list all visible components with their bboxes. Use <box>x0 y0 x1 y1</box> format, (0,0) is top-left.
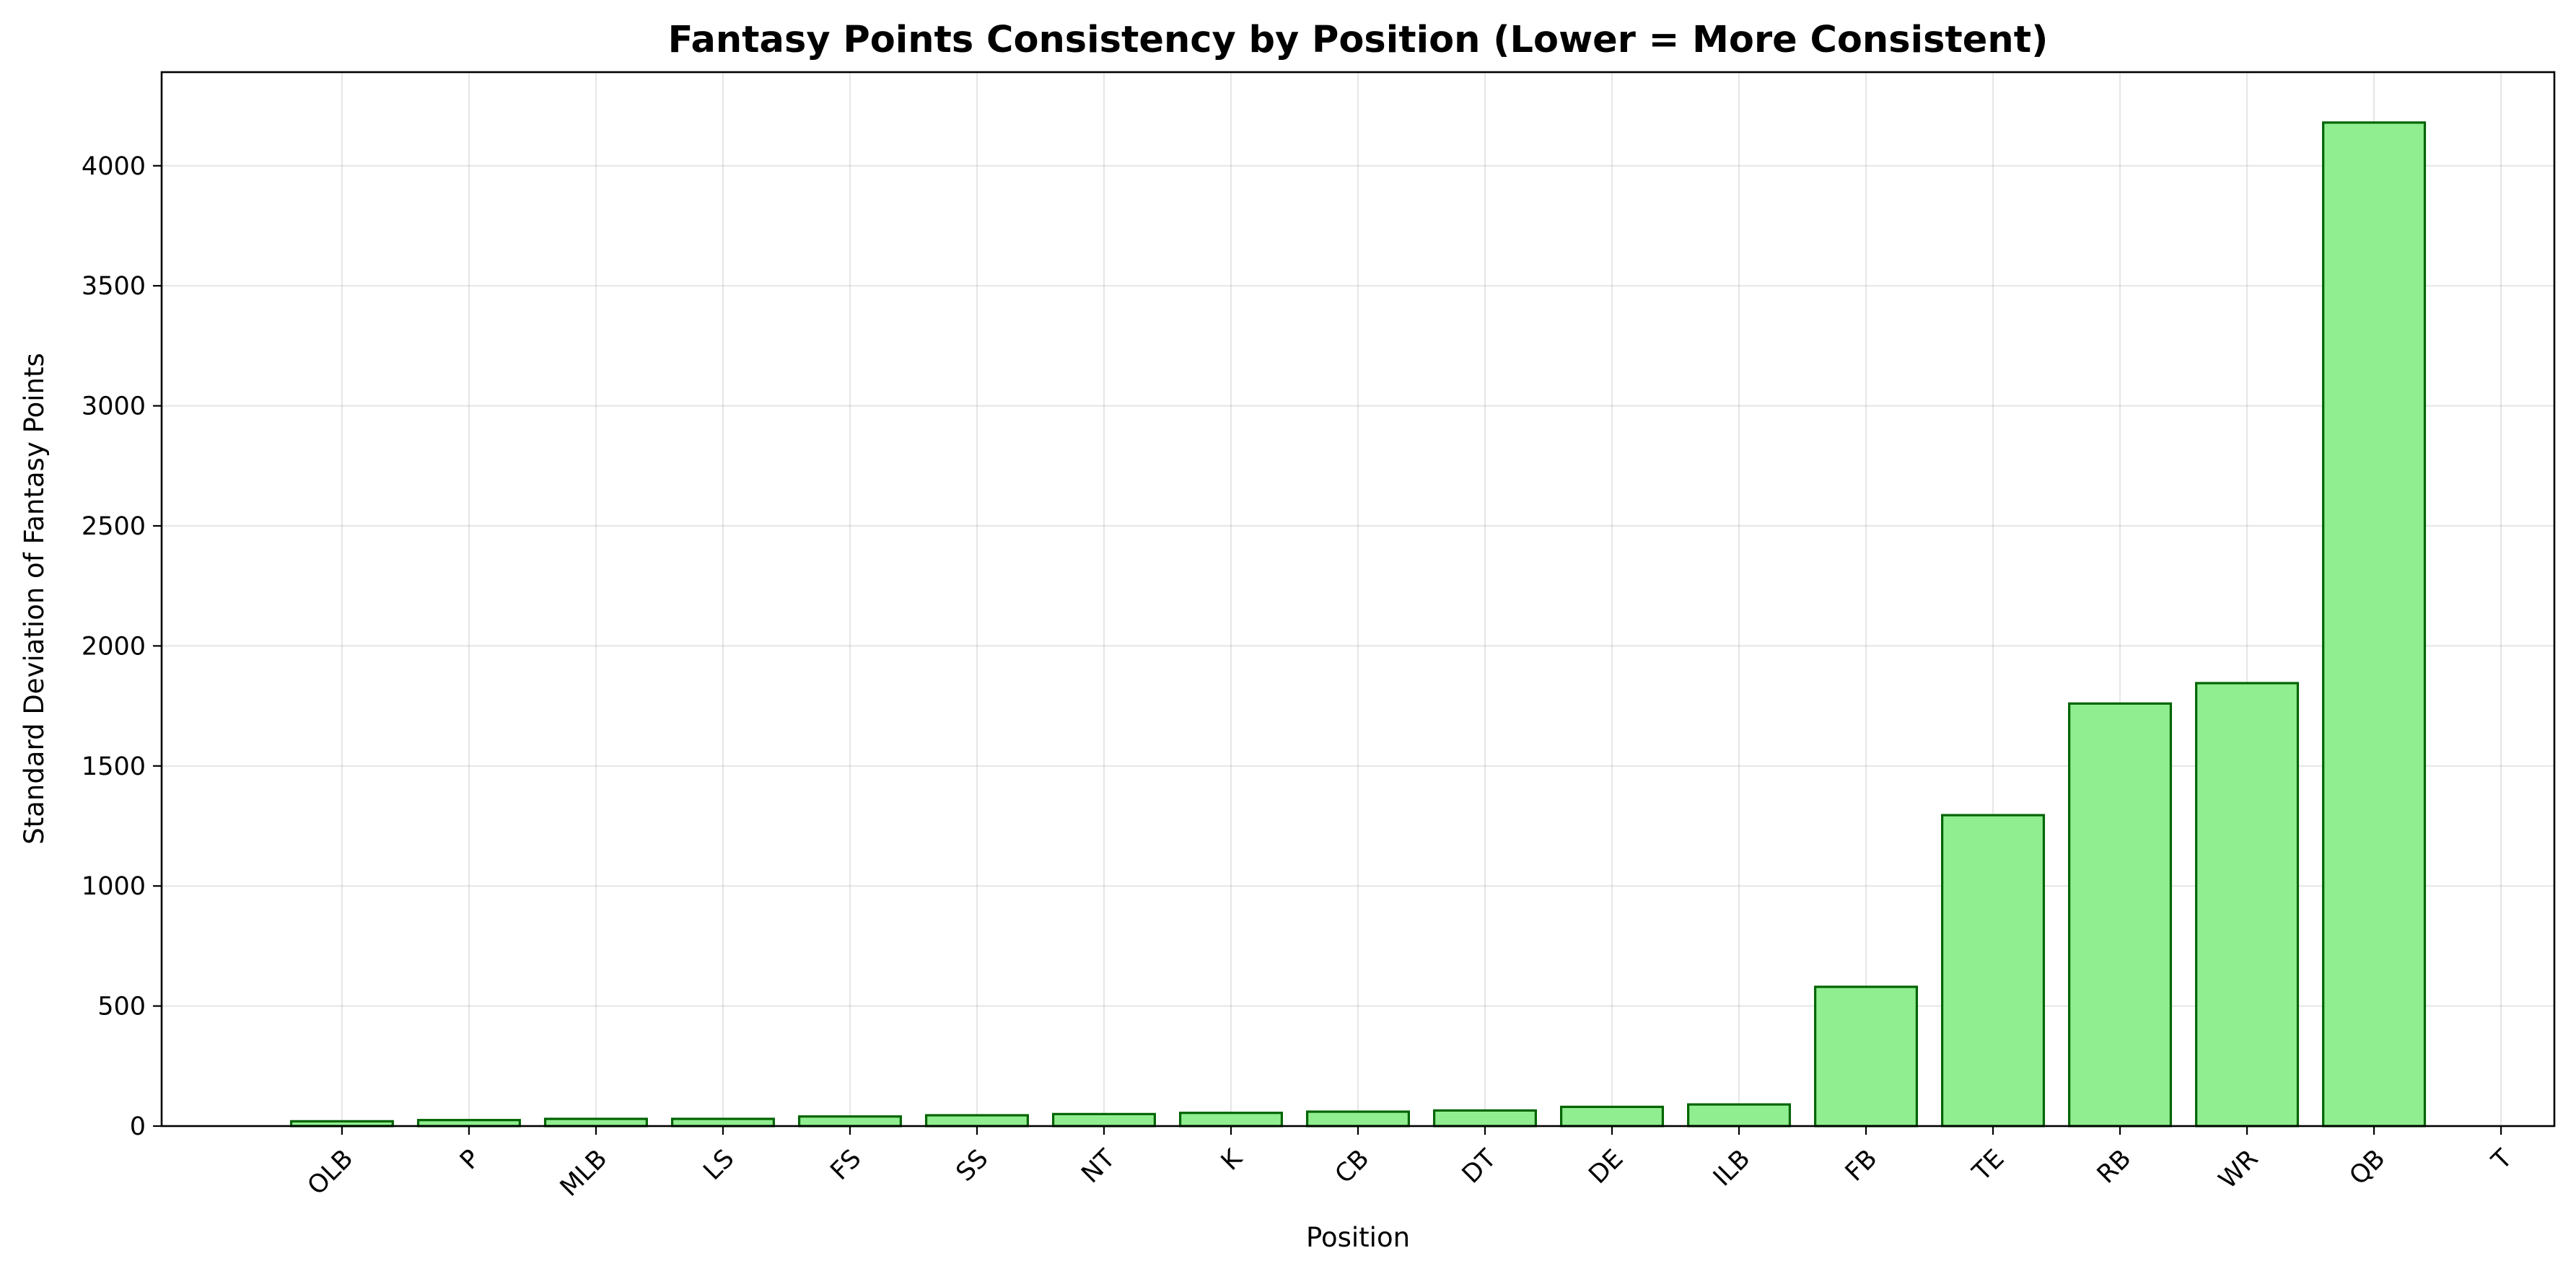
bar-de <box>1560 1105 1665 1128</box>
x-tick-label: NT <box>1077 1144 1121 1189</box>
x-tick-label: DT <box>1457 1144 1502 1190</box>
bar-dt <box>1433 1109 1538 1128</box>
x-tick-label: DE <box>1583 1144 1629 1190</box>
y-tick-label: 3500 <box>82 272 146 301</box>
x-tick-label: LS <box>698 1144 740 1186</box>
bar-ss <box>924 1114 1029 1128</box>
x-axis-ticks: OLB P MLB LS FS SS NT K CB DT DE ILB FB TE RB WR QB T <box>302 1126 2518 1203</box>
x-tick-label: CB <box>1330 1144 1375 1190</box>
bar-nt <box>1051 1112 1156 1128</box>
x-tick-label: RB <box>2092 1144 2137 1189</box>
y-tick-label: 1000 <box>82 872 146 901</box>
x-tick-label: FB <box>1840 1144 1883 1187</box>
y-tick-label: 4000 <box>82 152 146 181</box>
bar-mlb <box>543 1117 648 1128</box>
x-tick-label: T <box>2486 1144 2518 1177</box>
bar-ls <box>670 1117 775 1128</box>
y-tick-label: 2000 <box>82 632 146 661</box>
y-tick-label: 2500 <box>82 512 146 541</box>
chart-title: Fantasy Points Consistency by Position (… <box>668 19 2049 61</box>
bar-cb <box>1305 1110 1411 1128</box>
x-tick-label: FS <box>825 1144 867 1186</box>
x-tick-label: WR <box>2214 1144 2264 1195</box>
x-tick-label: P <box>455 1144 486 1175</box>
y-tick-label: 3000 <box>82 392 146 421</box>
bar-qb <box>2322 121 2427 1128</box>
bar-k <box>1178 1112 1283 1128</box>
bars <box>289 121 2427 1128</box>
bar-rb <box>2068 702 2173 1128</box>
x-tick-label: TE <box>1967 1144 2010 1187</box>
x-tick-label: MLB <box>555 1144 613 1202</box>
x-tick-label: SS <box>951 1144 994 1187</box>
bar-fs <box>797 1115 902 1128</box>
x-tick-label: ILB <box>1708 1144 1756 1192</box>
bar-fb <box>1814 985 1919 1128</box>
x-tick-label: QB <box>2344 1144 2391 1191</box>
x-tick-label: K <box>1216 1143 1248 1176</box>
bar-te <box>1941 814 2046 1128</box>
y-tick-label: 500 <box>97 993 146 1021</box>
x-tick-label: OLB <box>302 1144 359 1201</box>
y-tick-label: 0 <box>130 1112 146 1141</box>
y-tick-label: 1500 <box>82 752 146 781</box>
bar-ilb <box>1687 1103 1792 1128</box>
y-axis-label: Standard Deviation of Fantasy Points <box>19 353 50 845</box>
y-axis-ticks: 0 500 1000 1500 2000 2500 3000 3500 4000 <box>82 152 162 1141</box>
x-axis-label: Position <box>1306 1222 1410 1253</box>
bar-wr <box>2195 682 2300 1128</box>
